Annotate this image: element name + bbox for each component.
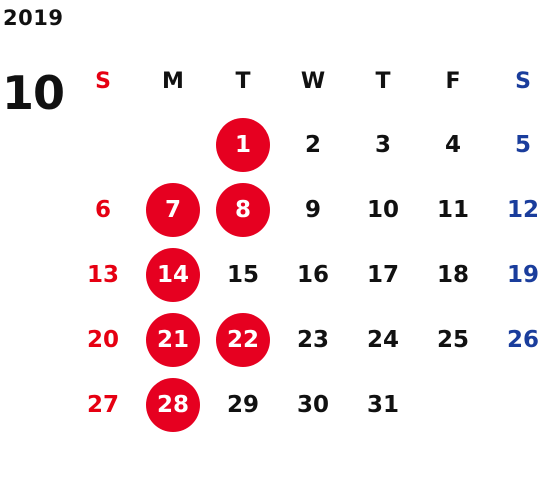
weekday-header-monday: M: [162, 68, 184, 94]
day-number: 25: [436, 326, 469, 353]
day-cell: 11: [418, 177, 488, 242]
day-number: 30: [296, 391, 329, 418]
day-number: 11: [436, 196, 469, 223]
day-cell: 24: [348, 307, 418, 372]
week-row: 1 2 3 4 5: [68, 112, 548, 177]
day-cell: 16: [278, 242, 348, 307]
day-cell: 21: [138, 307, 208, 372]
day-cell: 29: [208, 372, 278, 437]
year-label: 2019: [3, 6, 64, 30]
day-cell: 13: [68, 242, 138, 307]
day-cell: 17: [348, 242, 418, 307]
month-number: 10: [2, 66, 65, 120]
week-row: 20 21 22 23 24 25 26: [68, 307, 548, 372]
day-cell: 23: [278, 307, 348, 372]
day-number: 3: [374, 131, 391, 158]
highlighted-day-circle: 14: [146, 247, 200, 302]
week-row: 13 14 15 16 17 18 19: [68, 242, 548, 307]
weekday-header-friday: F: [445, 68, 461, 94]
week-row: 27 28 29 30 31: [68, 372, 548, 437]
day-number: 1: [234, 131, 251, 158]
day-cell: 12: [488, 177, 548, 242]
weekday-header-wednesday: W: [300, 68, 326, 94]
day-number: 15: [226, 261, 259, 288]
day-cell: 15: [208, 242, 278, 307]
day-number: 4: [444, 131, 461, 158]
day-cell: 19: [488, 242, 548, 307]
day-number: 17: [366, 261, 399, 288]
weekday-header-sunday: S: [95, 68, 111, 94]
day-number: 9: [304, 196, 321, 223]
day-number: 13: [86, 261, 119, 288]
day-cell: 18: [418, 242, 488, 307]
day-number: 29: [226, 391, 259, 418]
weekday-header-saturday: S: [515, 68, 531, 94]
day-cell: 7: [138, 177, 208, 242]
highlighted-day-circle: 28: [146, 377, 200, 432]
day-number: 8: [234, 196, 251, 223]
highlighted-day-circle: 7: [146, 182, 200, 237]
empty-day-cell: [68, 112, 138, 177]
day-cell: 20: [68, 307, 138, 372]
day-number: 18: [436, 261, 469, 288]
day-number: 24: [366, 326, 399, 353]
day-number: 19: [506, 261, 539, 288]
day-cell: 5: [488, 112, 548, 177]
day-cell: 3: [348, 112, 418, 177]
day-cell: 6: [68, 177, 138, 242]
day-number: 2: [304, 131, 321, 158]
weekday-header-tuesday: T: [235, 68, 251, 94]
day-cell: 22: [208, 307, 278, 372]
empty-day-cell: [418, 372, 488, 437]
highlighted-day-circle: 1: [216, 117, 270, 172]
day-cell: 25: [418, 307, 488, 372]
day-cell: 8: [208, 177, 278, 242]
day-cell: 30: [278, 372, 348, 437]
day-number: 10: [366, 196, 399, 223]
day-number: 27: [86, 391, 119, 418]
day-number: 22: [226, 326, 259, 353]
day-number: 16: [296, 261, 329, 288]
day-number: 31: [366, 391, 399, 418]
day-number: 23: [296, 326, 329, 353]
day-number: 21: [156, 326, 189, 353]
highlighted-day-circle: 21: [146, 312, 200, 367]
weekday-header-row: S M T W T F S: [68, 50, 548, 112]
day-number: 7: [164, 196, 181, 223]
day-cell: 9: [278, 177, 348, 242]
day-cell: 27: [68, 372, 138, 437]
weekday-header-thursday: T: [375, 68, 391, 94]
day-number: 6: [94, 196, 111, 223]
highlighted-day-circle: 22: [216, 312, 270, 367]
highlighted-day-circle: 8: [216, 182, 270, 237]
day-number: 20: [86, 326, 119, 353]
day-cell: 31: [348, 372, 418, 437]
day-number: 12: [506, 196, 539, 223]
week-row: 6 7 8 9 10 11 12: [68, 177, 548, 242]
day-number: 26: [506, 326, 539, 353]
empty-day-cell: [488, 372, 548, 437]
day-cell: 4: [418, 112, 488, 177]
day-cell: 26: [488, 307, 548, 372]
day-number: 14: [156, 261, 189, 288]
weeks-container: 1 2 3 4 5 6 7 8 9 10 11 12 13 14 15 16 17 18 19 20 21 22 23 24 2…: [68, 112, 548, 437]
day-number: 28: [156, 391, 189, 418]
day-number: 5: [514, 131, 531, 158]
calendar-grid: S M T W T F S 1 2 3 4 5 6 7 8 9 10 11 12 13 14 15 16 17 1…: [68, 50, 548, 437]
day-cell: 2: [278, 112, 348, 177]
day-cell: 10: [348, 177, 418, 242]
day-cell: 1: [208, 112, 278, 177]
day-cell: 28: [138, 372, 208, 437]
empty-day-cell: [138, 112, 208, 177]
day-cell: 14: [138, 242, 208, 307]
